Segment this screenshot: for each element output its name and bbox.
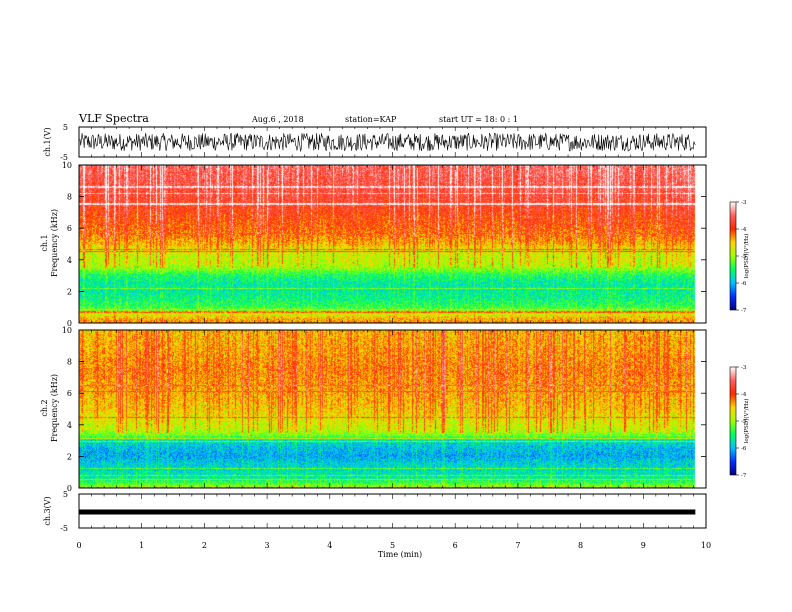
ytick-label: 0 <box>67 319 72 328</box>
ch3-waveform-ylabel: ch.3(V) <box>43 496 52 525</box>
ch1-waveform-line <box>79 132 696 153</box>
time-axis-ticks <box>78 152 707 528</box>
time-axis-tick-label: 2 <box>202 541 207 550</box>
panel-ch1-spectrogram: 0 2 4 6 8 10 ch.1 Frequency (kHz) <box>40 161 707 328</box>
panel-ch2-spectrogram: 0 2 4 6 8 10 ch.2 Frequency (kHz) <box>40 326 707 493</box>
colorbar-tick-label: -3 <box>741 365 747 371</box>
colorbar-tick-label: -5 <box>741 419 747 425</box>
time-axis-tick-label: 10 <box>701 541 711 550</box>
ch3-waveform-ytick-bottom: -5 <box>60 524 68 533</box>
colorbar-tick-label: -7 <box>741 473 747 479</box>
ch1-waveform-ticks <box>78 127 707 131</box>
colorbar-ch2-ticks: -3 -4 -5 -6 -7 <box>736 365 747 479</box>
time-axis-tick-label: 1 <box>139 541 144 550</box>
ytick-label: 10 <box>62 326 72 335</box>
colorbar-ch2-label: log(PSD)(V²/Hz) <box>743 399 750 444</box>
colorbar-tick-label: -4 <box>741 227 747 233</box>
ytick-label: 8 <box>67 358 72 367</box>
time-axis-tick-label: 5 <box>390 541 395 550</box>
ch2-spectrogram-ylabel: Frequency (kHz) <box>50 374 59 442</box>
ytick-label: 0 <box>67 484 72 493</box>
ch2-spectrogram-image <box>79 330 706 488</box>
time-axis-tick-label: 0 <box>76 541 81 550</box>
colorbar-ch1: -3 -4 -5 -6 -7 log(PSD)(V²/Hz) <box>729 200 750 314</box>
colorbar-ch1-fill <box>730 202 736 310</box>
time-axis-tick-labels: 0 1 2 3 4 5 6 7 8 9 10 <box>76 541 711 550</box>
time-axis-tick-label: 7 <box>515 541 520 550</box>
time-axis-tick-label: 4 <box>327 541 332 550</box>
colorbar-ch1-label: log(PSD)(V²/Hz) <box>743 234 750 279</box>
ytick-label: 6 <box>67 389 72 398</box>
ch1-spectrogram-ylabel: Frequency (kHz) <box>50 209 59 277</box>
colorbar-ch2-fill <box>730 367 736 475</box>
figure-date: Aug.6 , 2018 <box>251 115 304 124</box>
colorbar-tick-label: -5 <box>741 254 747 260</box>
figure-title: VLF Spectra <box>78 112 149 125</box>
colorbar-tick-label: -6 <box>741 281 747 287</box>
ytick-label: 2 <box>67 452 72 461</box>
colorbar-tick-label: -7 <box>741 308 747 314</box>
panel-ch3-waveform: 5 -5 ch.3(V) <box>43 490 707 533</box>
ytick-label: 6 <box>67 224 72 233</box>
ch1-spectrogram-image <box>79 165 706 323</box>
colorbar-tick-label: -6 <box>741 446 747 452</box>
colorbar-ch2: -3 -4 -5 -6 -7 log(PSD)(V²/Hz) <box>729 365 750 479</box>
time-axis-tick-label: 9 <box>641 541 646 550</box>
ch2-spectrogram-channel-label: ch.2 <box>40 399 49 416</box>
ch1-waveform-ylabel: ch.1(V) <box>43 127 52 156</box>
colorbar-tick-label: -3 <box>741 200 747 206</box>
time-axis-tick-label: 3 <box>265 541 270 550</box>
ytick-label: 10 <box>62 161 72 170</box>
time-axis-label: Time (min) <box>378 550 422 559</box>
figure-start-time: start UT = 18: 0 : 1 <box>439 115 518 124</box>
ytick-label: 8 <box>67 193 72 202</box>
ch1-waveform-ytick-top: 5 <box>63 123 68 132</box>
time-axis-tick-label: 8 <box>578 541 583 550</box>
ytick-label: 4 <box>67 421 72 430</box>
colorbar-ch1-ticks: -3 -4 -5 -6 -7 <box>736 200 747 314</box>
colorbar-tick-label: -4 <box>741 392 747 398</box>
ch1-spectrogram-channel-label: ch.1 <box>40 234 49 251</box>
ch3-waveform-ytick-top: 5 <box>63 490 68 499</box>
panel-ch1-waveform: 5 -5 ch.1(V) <box>43 123 707 162</box>
time-axis-tick-label: 6 <box>453 541 458 550</box>
ch1-waveform-ytick-bottom: -5 <box>60 153 68 162</box>
ch2-spectrogram-yticks: 0 2 4 6 8 10 <box>62 326 706 493</box>
ytick-label: 2 <box>67 287 72 296</box>
ch1-spectrogram-yticks: 0 2 4 6 8 10 <box>62 161 706 328</box>
figure-station: station=KAP <box>345 115 397 124</box>
ytick-label: 4 <box>67 256 72 265</box>
